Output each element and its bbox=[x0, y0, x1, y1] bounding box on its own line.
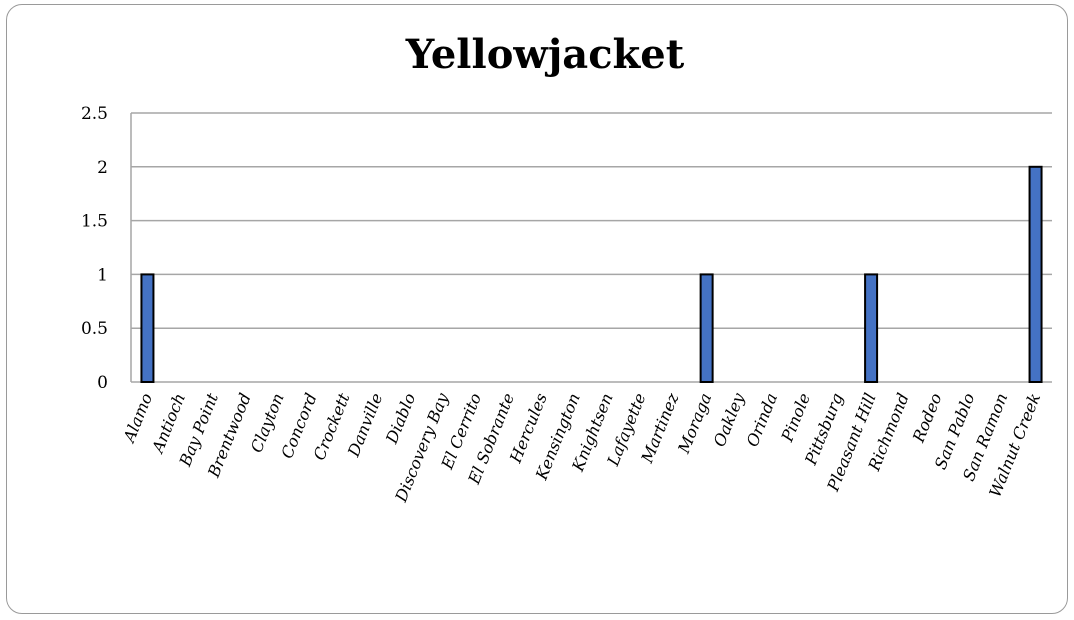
gridlines bbox=[131, 113, 1052, 382]
x-tick-label: Alamo bbox=[119, 390, 156, 446]
y-tick-label: 2.5 bbox=[81, 104, 108, 124]
y-tick-label: 0 bbox=[97, 373, 108, 393]
y-tick-label: 1 bbox=[97, 265, 108, 285]
bar bbox=[1030, 167, 1042, 382]
x-tick-label: Pinole bbox=[777, 390, 814, 445]
chart-title: Yellowjacket bbox=[405, 31, 685, 78]
bar bbox=[701, 274, 713, 382]
y-axis-ticks: 0 0.5 1 1.5 2 2.5 bbox=[81, 104, 108, 393]
bar bbox=[865, 274, 877, 382]
x-tick-label: Diablo bbox=[382, 390, 420, 447]
y-tick-label: 0.5 bbox=[81, 319, 108, 339]
x-tick-label: Rodeo bbox=[908, 390, 945, 445]
y-tick-label: 2 bbox=[97, 158, 108, 178]
y-tick-label: 1.5 bbox=[81, 212, 108, 232]
bar bbox=[141, 274, 153, 382]
x-tick-label: Orinda bbox=[743, 390, 782, 449]
